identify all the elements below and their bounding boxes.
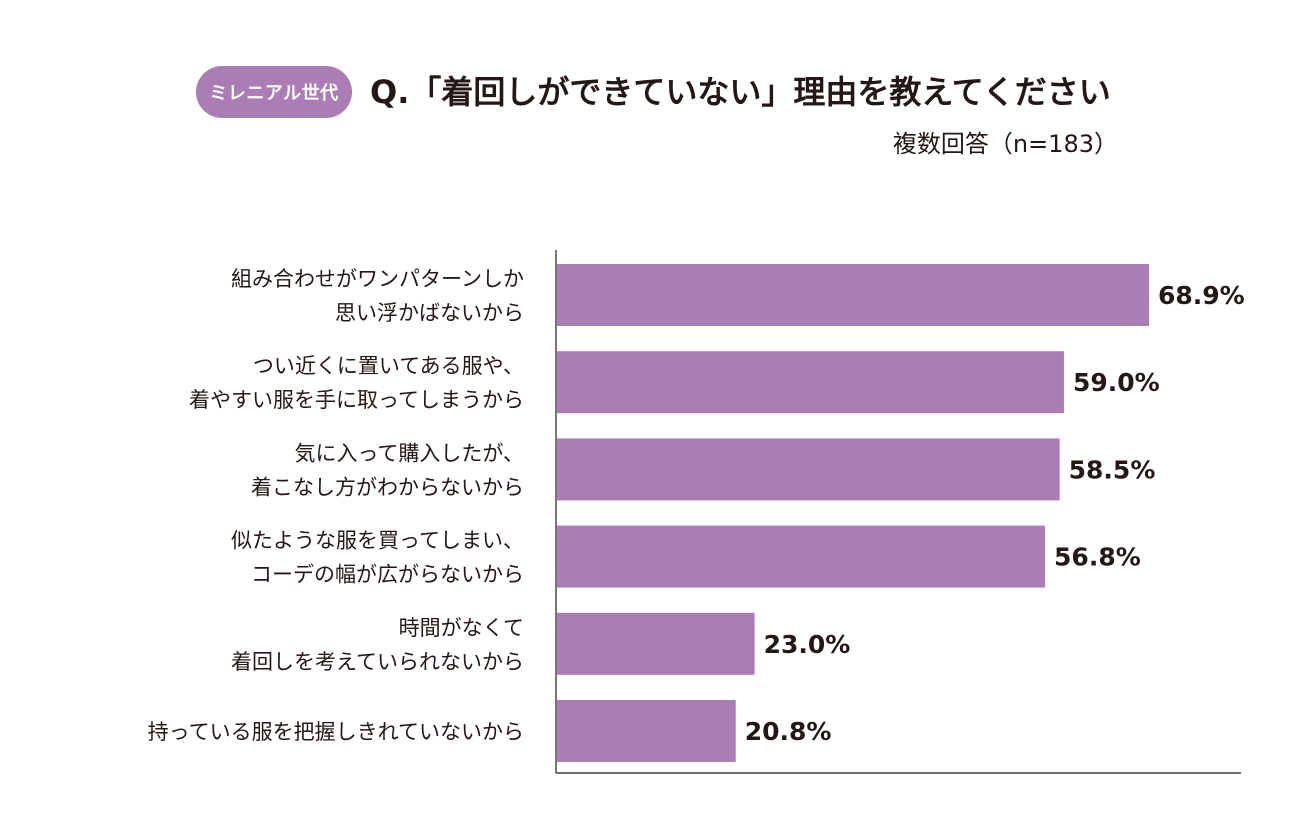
chart-title: Q.「着回しができていない」理由を教えてください bbox=[370, 73, 1111, 111]
bar-1 bbox=[557, 264, 1149, 326]
category-label-3-line-2: 着こなし方がわからないから bbox=[251, 475, 524, 499]
generation-badge: ミレニアル世代 bbox=[196, 66, 352, 118]
category-label-5-line-1: 時間がなくて bbox=[399, 616, 524, 640]
chart-subtitle: 複数回答（n=183） bbox=[892, 130, 1118, 158]
category-label-6-line-1: 持っている服を把握しきれていないから bbox=[148, 720, 524, 744]
category-label-1-line-1: 組み合わせがワンパターンしか bbox=[231, 267, 524, 291]
value-label-2: 59.0% bbox=[1073, 368, 1160, 397]
bar-4 bbox=[557, 525, 1046, 588]
bar-6 bbox=[557, 700, 736, 762]
bar-2 bbox=[557, 351, 1064, 414]
value-label-6: 20.8% bbox=[745, 717, 832, 746]
category-label-4-line-1: 似たような服を買ってしまい、 bbox=[231, 529, 524, 553]
category-label-1-line-2: 思い浮かばないから bbox=[335, 301, 524, 325]
bar-3 bbox=[557, 438, 1060, 501]
value-label-4: 56.8% bbox=[1054, 543, 1141, 572]
value-label-1: 68.9% bbox=[1158, 281, 1245, 310]
category-label-5-line-2: 着回しを考えていられないから bbox=[231, 650, 524, 674]
category-label-3-line-1: 気に入って購入したが、 bbox=[294, 441, 524, 465]
value-label-3: 58.5% bbox=[1069, 455, 1156, 484]
bar-5 bbox=[557, 612, 755, 675]
category-label-2-line-1: つい近くに置いてある服や、 bbox=[253, 354, 524, 378]
category-label-4-line-2: コーデの幅が広がらないから bbox=[251, 563, 524, 587]
category-label-2-line-2: 着やすい服を手に取ってしまうから bbox=[189, 388, 524, 412]
value-label-5: 23.0% bbox=[764, 630, 851, 659]
